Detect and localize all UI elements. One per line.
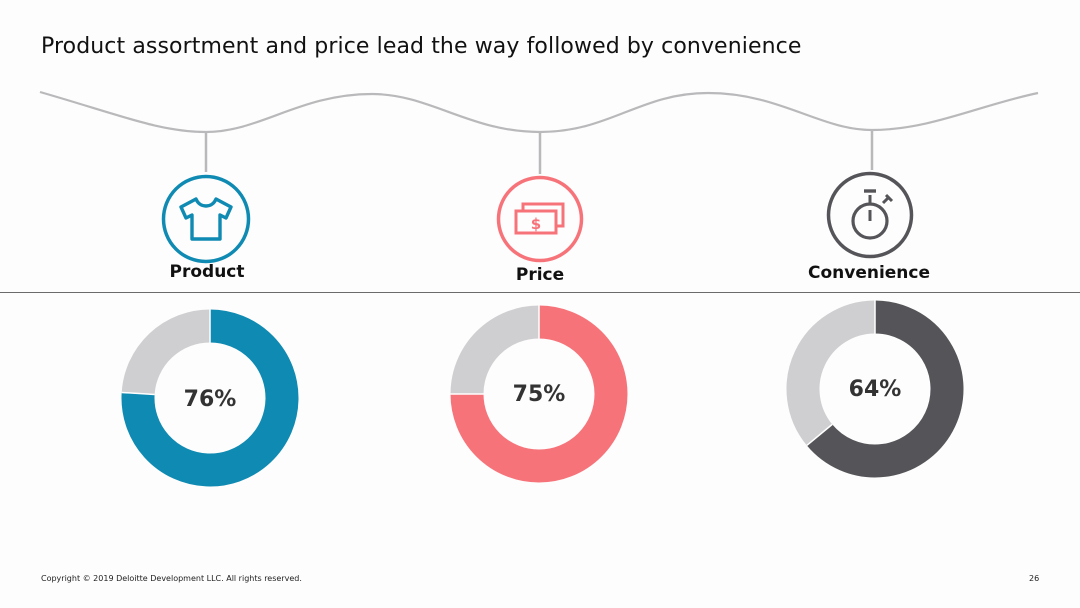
donut-separator-product-1 bbox=[121, 391, 155, 396]
donut-remainder-convenience bbox=[786, 300, 876, 446]
donut-segment-convenience bbox=[806, 300, 964, 478]
donut-separator-convenience-1 bbox=[806, 423, 833, 446]
stopwatch-icon bbox=[826, 171, 914, 259]
donut-value-label-price: 75% bbox=[513, 382, 566, 407]
donut-value-label-product: 76% bbox=[184, 387, 237, 412]
donut-segment-price bbox=[450, 305, 628, 483]
money-icon: $ bbox=[496, 175, 584, 263]
svg-text:$: $ bbox=[531, 215, 541, 233]
donut-remainder-product bbox=[121, 309, 211, 396]
donut-segment-product bbox=[121, 309, 299, 487]
section-divider bbox=[0, 292, 1080, 293]
category-label-price: Price bbox=[515, 265, 565, 285]
page-number: 26 bbox=[1029, 574, 1040, 583]
donut-value-label-convenience: 64% bbox=[849, 377, 902, 402]
category-label-convenience: Convenience bbox=[807, 263, 931, 283]
tshirt-icon bbox=[161, 174, 251, 264]
page-title: Product assortment and price lead the wa… bbox=[41, 34, 802, 59]
category-label-product: Product bbox=[169, 262, 245, 282]
copyright-text: Copyright © 2019 Deloitte Development LL… bbox=[41, 574, 302, 583]
donut-remainder-price bbox=[450, 305, 540, 395]
